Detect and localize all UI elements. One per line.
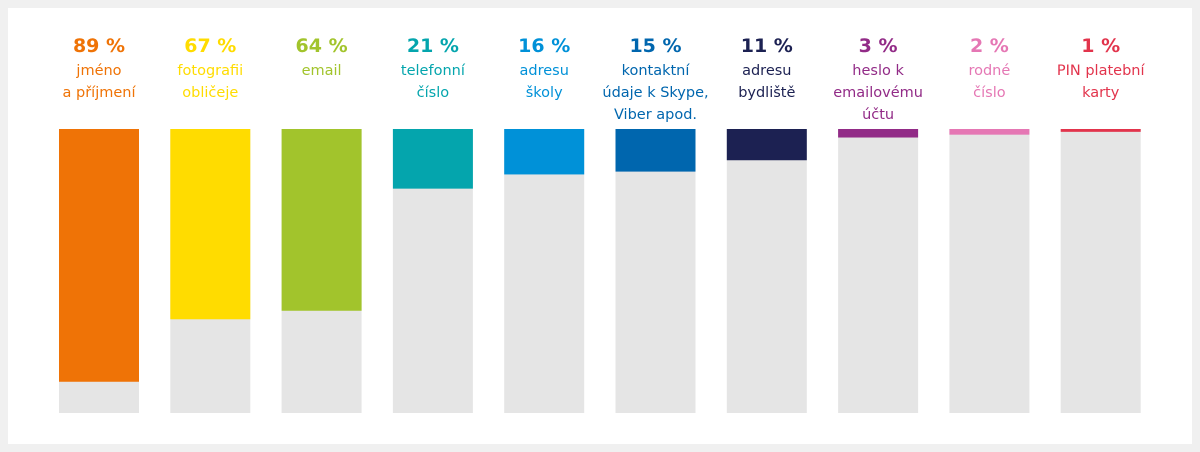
category-label-7-1: emailovému	[833, 85, 923, 101]
category-label-3-0: telefonní	[401, 63, 466, 79]
bar-track-4	[504, 129, 585, 413]
category-label-4-0: adresu	[519, 63, 568, 79]
category-label-7-0: heslo k	[852, 63, 904, 79]
bar-track-6	[726, 129, 807, 413]
category-label-1-1: obličeje	[182, 85, 238, 101]
category-label-3-1: číslo	[417, 85, 450, 101]
bar-4	[504, 129, 585, 175]
bar-3	[392, 129, 473, 189]
bar-track-8	[949, 129, 1030, 413]
category-label-2-0: email	[302, 63, 342, 79]
bar-9	[1060, 129, 1141, 132]
value-label-2: 64 %	[296, 35, 348, 57]
category-label-6-0: adresu	[742, 63, 791, 79]
bar-0	[59, 129, 139, 382]
bar-6	[726, 129, 807, 161]
category-label-9-0: PIN platební	[1057, 63, 1146, 79]
bar-1	[170, 129, 251, 320]
value-label-5: 15 %	[629, 35, 681, 57]
value-label-7: 3 %	[859, 35, 898, 57]
bar-track-5	[615, 129, 696, 413]
category-label-5-0: kontaktní	[622, 63, 691, 79]
category-label-5-1: údaje k Skype,	[602, 85, 708, 101]
bar-track-9	[1060, 129, 1141, 413]
value-label-9: 1 %	[1081, 35, 1120, 57]
category-label-6-1: bydliště	[738, 85, 795, 101]
bar-8	[949, 129, 1030, 135]
bar-track-7	[838, 129, 919, 413]
category-label-8-1: číslo	[973, 85, 1006, 101]
category-label-5-2: Viber apod.	[614, 107, 697, 123]
category-label-7-2: účtu	[862, 107, 894, 123]
value-label-8: 2 %	[970, 35, 1009, 57]
value-label-1: 67 %	[184, 35, 236, 57]
category-label-4-1: školy	[526, 85, 563, 101]
bar-7	[838, 129, 919, 138]
bar-2	[281, 129, 362, 311]
category-label-0-1: a příjmení	[63, 85, 137, 101]
bar-5	[615, 129, 696, 172]
value-label-3: 21 %	[407, 35, 459, 57]
value-label-6: 11 %	[741, 35, 793, 57]
category-label-1-0: fotografii	[177, 63, 243, 79]
value-label-4: 16 %	[518, 35, 570, 57]
category-label-8-0: rodné	[968, 63, 1010, 79]
category-label-9-1: karty	[1082, 85, 1120, 101]
value-label-0: 89 %	[73, 35, 125, 57]
category-label-0-0: jméno	[75, 63, 121, 79]
